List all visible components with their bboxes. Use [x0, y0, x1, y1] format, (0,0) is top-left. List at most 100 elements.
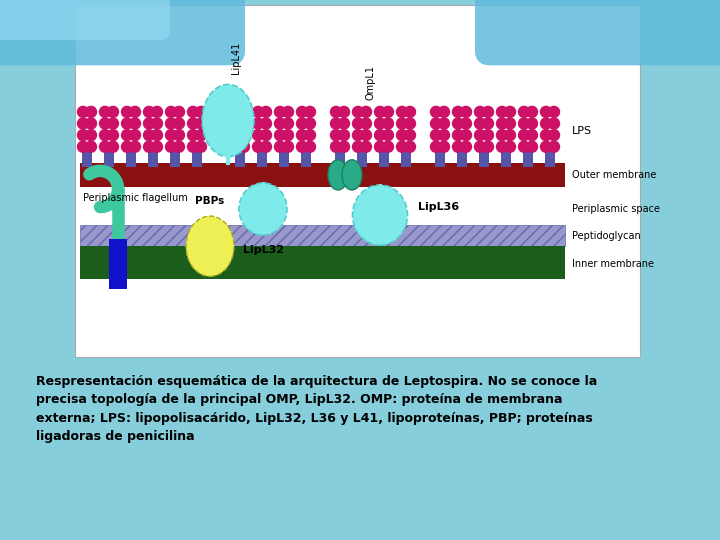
Circle shape — [261, 141, 271, 152]
Circle shape — [405, 130, 415, 140]
Bar — [357, 147, 367, 167]
Bar — [335, 147, 345, 167]
Circle shape — [526, 141, 538, 152]
Circle shape — [518, 106, 529, 117]
Text: OmpL1: OmpL1 — [366, 65, 376, 100]
Circle shape — [253, 130, 264, 140]
Circle shape — [330, 141, 341, 152]
Circle shape — [122, 141, 132, 152]
Circle shape — [397, 130, 408, 140]
Ellipse shape — [353, 185, 408, 245]
Circle shape — [166, 141, 176, 152]
Circle shape — [438, 130, 449, 140]
Circle shape — [518, 130, 529, 140]
Circle shape — [297, 106, 307, 117]
FancyBboxPatch shape — [0, 0, 245, 65]
Circle shape — [382, 130, 394, 140]
Circle shape — [274, 141, 286, 152]
Bar — [457, 147, 467, 167]
Bar — [435, 147, 445, 167]
Circle shape — [361, 118, 372, 129]
Circle shape — [549, 130, 559, 140]
Circle shape — [196, 130, 207, 140]
Circle shape — [99, 106, 110, 117]
Text: Periplasmic flagellum: Periplasmic flagellum — [83, 193, 188, 203]
Circle shape — [166, 118, 176, 129]
Circle shape — [338, 130, 349, 140]
Circle shape — [107, 141, 119, 152]
Circle shape — [99, 118, 110, 129]
Circle shape — [474, 106, 485, 117]
Circle shape — [282, 130, 294, 140]
Circle shape — [174, 118, 184, 129]
Circle shape — [474, 118, 485, 129]
Circle shape — [151, 141, 163, 152]
Circle shape — [452, 141, 464, 152]
Circle shape — [130, 141, 140, 152]
Circle shape — [438, 118, 449, 129]
Bar — [235, 147, 245, 167]
Circle shape — [282, 141, 294, 152]
Circle shape — [107, 118, 119, 129]
Circle shape — [174, 141, 184, 152]
Circle shape — [497, 106, 508, 117]
Bar — [279, 147, 289, 167]
Circle shape — [274, 130, 286, 140]
Circle shape — [78, 141, 89, 152]
Circle shape — [166, 130, 176, 140]
Text: LipL36: LipL36 — [418, 202, 459, 212]
Circle shape — [382, 118, 394, 129]
Circle shape — [526, 130, 538, 140]
Circle shape — [461, 106, 472, 117]
Circle shape — [99, 141, 110, 152]
Circle shape — [305, 118, 315, 129]
Circle shape — [338, 106, 349, 117]
Circle shape — [505, 141, 516, 152]
Circle shape — [338, 118, 349, 129]
Bar — [109, 239, 127, 289]
Circle shape — [196, 106, 207, 117]
Circle shape — [353, 106, 364, 117]
Circle shape — [187, 106, 199, 117]
Circle shape — [143, 106, 155, 117]
Circle shape — [549, 141, 559, 152]
Bar — [257, 147, 267, 167]
Circle shape — [330, 106, 341, 117]
Circle shape — [305, 106, 315, 117]
Bar — [379, 147, 389, 167]
Circle shape — [78, 106, 89, 117]
Bar — [80, 225, 565, 246]
Circle shape — [143, 118, 155, 129]
Circle shape — [518, 141, 529, 152]
Circle shape — [541, 106, 552, 117]
Circle shape — [86, 130, 96, 140]
Circle shape — [431, 118, 441, 129]
Circle shape — [541, 118, 552, 129]
Circle shape — [261, 118, 271, 129]
Circle shape — [305, 130, 315, 140]
Circle shape — [374, 106, 385, 117]
Text: Peptidoglycan: Peptidoglycan — [572, 231, 641, 241]
Circle shape — [461, 118, 472, 129]
Ellipse shape — [186, 216, 234, 276]
Text: Inner membrane: Inner membrane — [572, 259, 654, 269]
Bar — [301, 147, 311, 167]
Circle shape — [461, 130, 472, 140]
Circle shape — [497, 141, 508, 152]
Circle shape — [541, 141, 552, 152]
Bar — [82, 147, 92, 167]
Circle shape — [549, 106, 559, 117]
Ellipse shape — [202, 84, 254, 157]
Ellipse shape — [328, 160, 348, 190]
Text: LipL32: LipL32 — [243, 245, 284, 255]
Circle shape — [187, 130, 199, 140]
Text: Outer membrane: Outer membrane — [572, 170, 657, 180]
Circle shape — [166, 106, 176, 117]
Bar — [104, 147, 114, 167]
Circle shape — [474, 141, 485, 152]
Circle shape — [353, 130, 364, 140]
Circle shape — [526, 118, 538, 129]
Circle shape — [431, 106, 441, 117]
Circle shape — [187, 118, 199, 129]
Circle shape — [282, 106, 294, 117]
